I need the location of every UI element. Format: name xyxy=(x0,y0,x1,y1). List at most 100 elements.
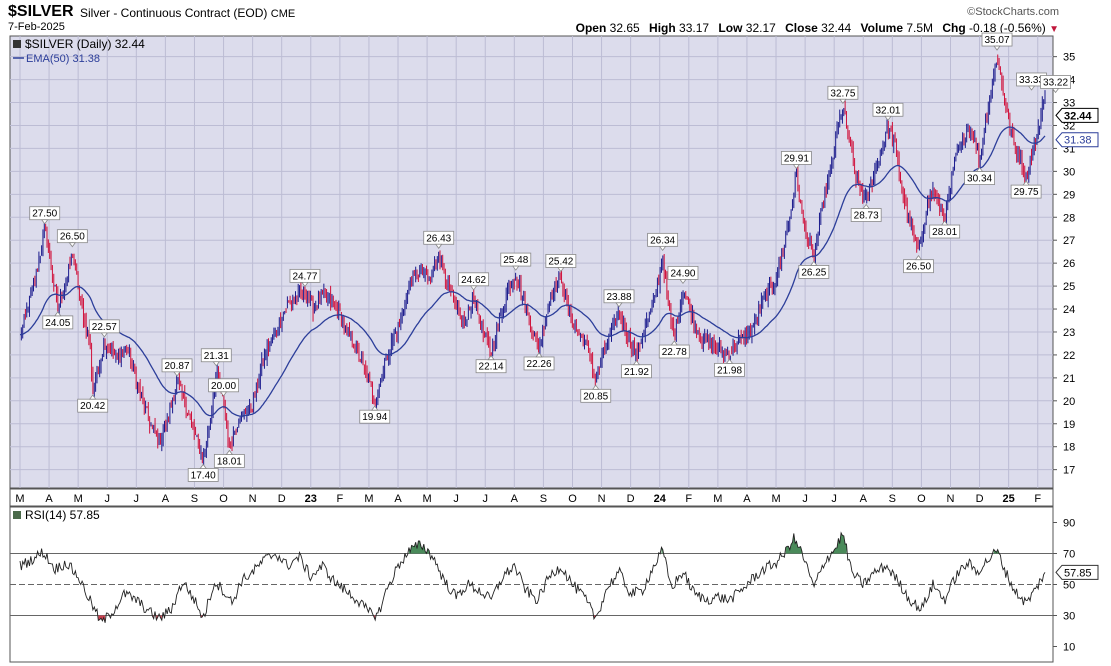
annotation-label: 26.25 xyxy=(801,267,826,278)
x-tick-label: D xyxy=(278,493,286,505)
annotation-label: 33.22 xyxy=(1043,77,1068,88)
annotation-pointer xyxy=(862,203,870,209)
x-tick-label: A xyxy=(511,493,519,505)
price-tick-label: 30 xyxy=(1063,166,1075,178)
annotation-label: 32.01 xyxy=(875,105,900,116)
annotation-pointer xyxy=(1027,85,1036,91)
annotation-pointer xyxy=(839,98,847,104)
annotation-label: 26.34 xyxy=(650,235,675,246)
annotation-label: 32.75 xyxy=(830,88,855,99)
price-tick-label: 20 xyxy=(1063,396,1075,408)
annotation-pointer xyxy=(54,311,62,317)
chart-date: 7-Feb-2025 xyxy=(8,21,65,33)
chg-label: Chg xyxy=(942,21,966,35)
annotation-pointer xyxy=(434,243,443,249)
x-tick-label: J xyxy=(831,493,837,505)
rsi-last-tag-label: 57.85 xyxy=(1064,567,1092,579)
x-tick-label: N xyxy=(947,493,955,505)
annotation-pointer xyxy=(219,391,228,397)
annotation-pointer xyxy=(670,340,679,346)
rsi-line xyxy=(19,531,1046,623)
x-tick-label: S xyxy=(889,493,896,505)
annotation-pointer xyxy=(884,115,892,121)
price-tick-label: 29 xyxy=(1063,189,1075,201)
annotation-label: 27.50 xyxy=(32,209,57,220)
annotation-label: 20.87 xyxy=(165,361,190,372)
annotation-label: 17.40 xyxy=(191,470,216,481)
rsi-overbought-fill xyxy=(661,547,663,554)
annotation-label: 21.98 xyxy=(717,365,742,376)
rsi-tick-label: 70 xyxy=(1063,549,1075,561)
annotation-label: 24.77 xyxy=(292,271,317,282)
x-tick-label: S xyxy=(191,493,198,505)
x-tick-label: J xyxy=(482,493,488,505)
annotation-label: 22.14 xyxy=(479,362,504,373)
price-tick-label: 19 xyxy=(1063,419,1075,431)
x-tick-label: A xyxy=(162,493,170,505)
annotation-label: 25.48 xyxy=(503,255,528,266)
annotation-label: 23.88 xyxy=(606,292,631,303)
annotation-pointer xyxy=(591,384,600,390)
annotation-pointer xyxy=(40,219,49,225)
annotation-pointer xyxy=(810,260,818,266)
price-tick-label: 33 xyxy=(1063,98,1075,110)
annotation-pointer xyxy=(940,220,949,226)
x-tick-label: O xyxy=(917,493,926,505)
price-tick-label: 22 xyxy=(1063,350,1075,362)
annotation-pointer xyxy=(301,281,309,288)
price-tick-label: 21 xyxy=(1063,373,1075,385)
high-label: High xyxy=(649,21,676,35)
x-tick-label: A xyxy=(860,493,868,505)
ema-legend: EMA(50) 31.38 xyxy=(26,53,100,65)
x-tick-label: 25 xyxy=(1003,493,1015,505)
annotation-pointer xyxy=(679,278,687,285)
annotation-pointer xyxy=(212,361,221,367)
annotation-pointer xyxy=(535,352,543,358)
price-tick-label: 23 xyxy=(1063,327,1075,339)
annotation-pointer xyxy=(511,265,520,271)
annotation-label: 25.42 xyxy=(548,256,573,267)
x-tick-label: F xyxy=(336,493,343,505)
x-tick-label: D xyxy=(976,493,984,505)
annotation-pointer xyxy=(173,371,181,377)
annotation-label: 22.78 xyxy=(662,347,687,358)
annotation-pointer xyxy=(100,332,109,338)
chg-value: -0.18 (-0.56%) xyxy=(969,21,1046,35)
rsi-tick-label: 30 xyxy=(1063,611,1075,623)
annotation-label: 33.33 xyxy=(1019,75,1044,86)
annotation-pointer xyxy=(615,302,623,308)
annotation-pointer xyxy=(199,463,207,469)
annotation-label: 26.50 xyxy=(906,262,931,273)
annotation-label: 29.75 xyxy=(1014,187,1039,198)
x-tick-label: M xyxy=(74,493,83,505)
annotation-pointer xyxy=(725,358,734,364)
annotation-label: 22.26 xyxy=(527,359,552,370)
annotation-label: 30.34 xyxy=(967,174,992,185)
rsi-tick-label: 90 xyxy=(1063,518,1075,530)
annotation-label: 21.31 xyxy=(204,351,229,362)
x-tick-label: M xyxy=(423,493,432,505)
annotation-pointer xyxy=(658,245,667,252)
x-tick-label: N xyxy=(598,493,606,505)
annotation-label: 21.92 xyxy=(624,367,649,378)
rsi-tick-label: 50 xyxy=(1063,580,1075,592)
annotation-pointer xyxy=(88,394,97,400)
price-tick-label: 24 xyxy=(1063,304,1075,316)
x-tick-label: 24 xyxy=(654,493,667,505)
ema-line xyxy=(20,126,1046,417)
rsi-overbought-fill xyxy=(831,532,847,554)
annotation-pointer xyxy=(557,267,565,273)
annotation-pointer xyxy=(487,355,495,361)
symbol-description: Silver - Continuous Contract (EOD) CME xyxy=(80,6,295,20)
annotation-pointer xyxy=(370,405,379,411)
rsi-overbought-fill xyxy=(785,533,802,554)
annotation-label: 24.90 xyxy=(670,268,695,279)
annotation-pointer xyxy=(792,164,801,170)
rsi-legend-icon xyxy=(13,511,21,519)
chart-header: $SILVER Silver - Continuous Contract (EO… xyxy=(0,0,1111,36)
x-tick-label: M xyxy=(15,493,24,505)
ema-last-tag xyxy=(1055,132,1099,148)
rsi-last-tag xyxy=(1055,564,1099,580)
annotation-label: 26.50 xyxy=(60,232,85,243)
price-tick-label: 27 xyxy=(1063,235,1075,247)
